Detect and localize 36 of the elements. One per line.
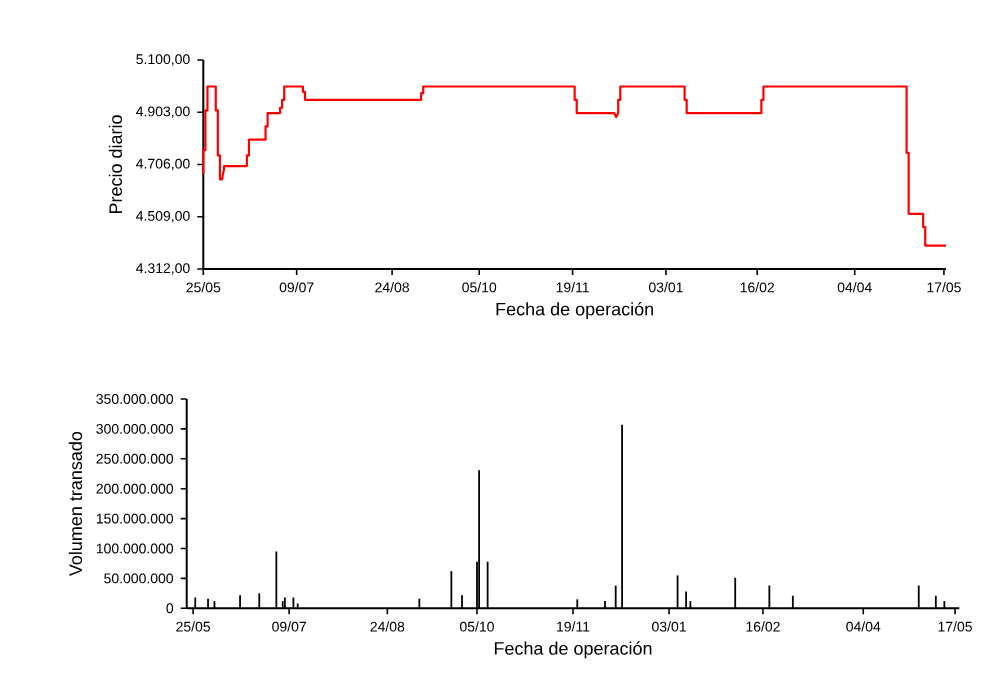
- y-tick-label: 4.903,00: [136, 106, 190, 119]
- x-axis-title: Fecha de operación: [496, 302, 653, 320]
- x-tick-label: 16/02: [746, 621, 780, 632]
- y-tick-label: 100.000.000: [96, 543, 174, 554]
- x-tick-label: 09/07: [279, 282, 314, 293]
- x-tick-label: 25/05: [186, 282, 221, 293]
- x-tick-label: 19/11: [557, 621, 590, 632]
- x-tick-label: 03/01: [648, 282, 683, 293]
- x-tick-label: 03/01: [652, 621, 686, 632]
- x-tick-label: 24/08: [370, 621, 405, 632]
- y-tick-label: 4.509,00: [136, 210, 190, 223]
- y-tick-label: 300.000.000: [96, 423, 174, 434]
- y-axis-title: Volumen transado: [68, 431, 83, 577]
- y-axis-title: Precio diario: [108, 115, 123, 214]
- y-tick-label: 0: [166, 603, 174, 614]
- x-tick-label: 09/07: [272, 621, 306, 632]
- y-tick-label: 5.100,00: [136, 54, 190, 66]
- y-tick-label: 250.000.000: [96, 453, 174, 464]
- x-tick-label: 17/05: [938, 621, 972, 632]
- x-axis-title: Fecha de operación: [494, 641, 652, 659]
- x-tick-label: 04/04: [837, 282, 872, 293]
- y-tick-label: 50.000.000: [104, 573, 174, 584]
- y-tick-label: 200.000.000: [96, 483, 174, 494]
- y-tick-label: 350.000.000: [96, 394, 174, 404]
- x-tick-label: 19/11: [556, 282, 589, 293]
- y-tick-label: 4.706,00: [136, 158, 190, 171]
- x-tick-label: 04/04: [846, 621, 881, 632]
- x-tick-label: 16/02: [740, 282, 775, 293]
- x-tick-label: 25/05: [176, 621, 211, 632]
- y-tick-label: 150.000.000: [96, 513, 174, 524]
- x-tick-label: 17/05: [927, 282, 961, 293]
- x-tick-label: 05/10: [459, 621, 494, 632]
- y-tick-label: 4.312,00: [136, 263, 190, 275]
- x-tick-label: 24/08: [375, 282, 409, 293]
- line-series: [202, 85, 948, 247]
- x-tick-label: 05/10: [462, 282, 497, 293]
